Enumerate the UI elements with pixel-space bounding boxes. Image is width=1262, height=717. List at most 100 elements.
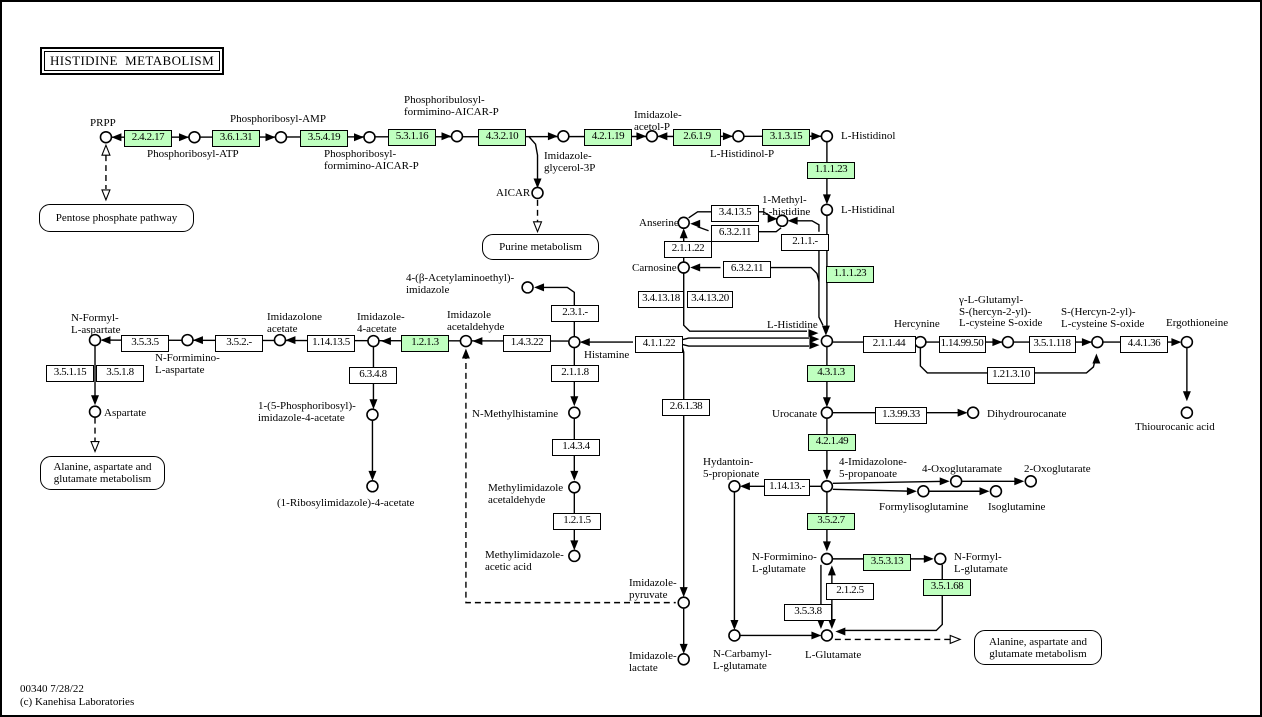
enzyme-box-1.1.1.23[interactable]: 1.1.1.23 bbox=[826, 265, 874, 283]
compound-l-histidinol[interactable] bbox=[820, 129, 834, 143]
compound-imidazole-acetaldehyde[interactable] bbox=[459, 334, 473, 348]
enzyme-box-3.6.1.31[interactable]: 3.6.1.31 bbox=[212, 129, 260, 147]
enzyme-box-6.3.4.8[interactable]: 6.3.4.8 bbox=[349, 366, 397, 384]
compound-label: Imidazole- pyruvate bbox=[629, 577, 677, 601]
enzyme-box-2.1.1.-[interactable]: 2.1.1.- bbox=[781, 233, 829, 251]
enzyme-box-1.14.13.5[interactable]: 1.14.13.5 bbox=[307, 334, 355, 352]
enzyme-box-4.3.2.10[interactable]: 4.3.2.10 bbox=[478, 128, 526, 146]
enzyme-box-2.3.1.-[interactable]: 2.3.1.- bbox=[551, 304, 599, 322]
enzyme-box-3.5.3.13[interactable]: 3.5.3.13 bbox=[863, 553, 911, 571]
enzyme-box-4.2.1.19[interactable]: 4.2.1.19 bbox=[584, 128, 632, 146]
compound-aicar[interactable] bbox=[531, 186, 544, 200]
enzyme-box-2.4.2.17[interactable]: 2.4.2.17 bbox=[124, 129, 172, 147]
compound-n-methylhistamine[interactable] bbox=[568, 406, 581, 419]
compound-n-carbamyl-l-glutamate[interactable] bbox=[728, 629, 741, 642]
arrowhead-icon bbox=[570, 470, 579, 481]
enzyme-box-2.1.2.5[interactable]: 2.1.2.5 bbox=[826, 582, 874, 600]
enzyme-box-1.2.1.3[interactable]: 1.2.1.3 bbox=[401, 334, 449, 352]
enzyme-box-3.4.13.5[interactable]: 3.4.13.5 bbox=[711, 204, 759, 222]
compound-n-formimino-l-aspartate[interactable] bbox=[181, 333, 194, 347]
compound-imidazole-glycerol-3p[interactable] bbox=[557, 129, 570, 143]
enzyme-box-3.5.3.5[interactable]: 3.5.3.5 bbox=[121, 334, 169, 352]
compound-1-5-phosphoribosyl-imidazole-4-acetate[interactable] bbox=[366, 408, 379, 421]
compound-l-histidinol-p[interactable] bbox=[732, 129, 745, 143]
compound-imidazolone-acetate[interactable] bbox=[273, 333, 287, 347]
compound-imidazole-4-acetate[interactable] bbox=[367, 334, 380, 348]
compound-phosphoribulosyl-formimino-aicar-p[interactable] bbox=[450, 129, 464, 143]
compound-1-ribosylimidazole-4-acetate[interactable] bbox=[366, 480, 379, 493]
enzyme-box-3.4.13.20[interactable]: 3.4.13.20 bbox=[687, 290, 733, 308]
compound-gamma-l-glutamyl-s-hercyn-2-yl-l-cysteine-s-oxide[interactable] bbox=[1001, 335, 1015, 349]
enzyme-box-4.2.1.49[interactable]: 4.2.1.49 bbox=[808, 433, 856, 451]
compound-l-histidine[interactable] bbox=[820, 334, 834, 348]
compound-phosphoribosyl-atp[interactable] bbox=[188, 130, 201, 144]
reaction-edge bbox=[680, 343, 810, 347]
compound-methylimidazole-acetaldehyde[interactable] bbox=[568, 481, 581, 494]
enzyme-box-1.3.99.33[interactable]: 1.3.99.33 bbox=[875, 406, 927, 424]
enzyme-box-4.1.1.22[interactable]: 4.1.1.22 bbox=[635, 335, 683, 353]
compound-thiourocanic-acid[interactable] bbox=[1180, 406, 1194, 419]
enzyme-box-3.5.3.8[interactable]: 3.5.3.8 bbox=[784, 603, 832, 621]
enzyme-box-6.3.2.11[interactable]: 6.3.2.11 bbox=[711, 224, 759, 242]
compound-urocanate[interactable] bbox=[820, 406, 834, 419]
compound-imidazole-pyruvate[interactable] bbox=[677, 596, 690, 609]
compound-2-oxoglutarate[interactable] bbox=[1024, 475, 1038, 488]
compound-1-methyl-l-histidine[interactable] bbox=[775, 214, 789, 228]
compound-formylisoglutamine[interactable] bbox=[917, 484, 930, 498]
compound-4-beta-acetylaminoethyl-imidazole[interactable] bbox=[521, 281, 534, 294]
pathway-link-alanine-aspartate-glutamate-metabolism-right[interactable]: Alanine, aspartate and glutamate metabol… bbox=[974, 630, 1102, 665]
enzyme-box-3.5.4.19[interactable]: 3.5.4.19 bbox=[300, 129, 348, 147]
enzyme-box-3.5.1.15[interactable]: 3.5.1.15 bbox=[46, 364, 94, 382]
enzyme-box-1.2.1.5[interactable]: 1.2.1.5 bbox=[553, 512, 601, 530]
compound-hercynine[interactable] bbox=[914, 335, 927, 349]
enzyme-box-6.3.2.11[interactable]: 6.3.2.11 bbox=[723, 260, 771, 278]
compound-anserine[interactable] bbox=[677, 216, 690, 230]
compound-prpp[interactable] bbox=[99, 130, 113, 144]
compound-s-hercyn-2-yl-l-cysteine-s-oxide[interactable] bbox=[1091, 335, 1104, 349]
enzyme-box-3.4.13.18[interactable]: 3.4.13.18 bbox=[638, 290, 684, 308]
compound-histamine[interactable] bbox=[568, 335, 581, 349]
compound-l-glutamate[interactable] bbox=[820, 629, 834, 642]
pathway-link-alanine-aspartate-glutamate-metabolism-left[interactable]: Alanine, aspartate and glutamate metabol… bbox=[40, 456, 165, 490]
enzyme-box-1.21.3.10[interactable]: 1.21.3.10 bbox=[987, 366, 1035, 384]
compound-l-histidinal[interactable] bbox=[820, 203, 834, 217]
enzyme-box-3.5.1.8[interactable]: 3.5.1.8 bbox=[96, 364, 144, 382]
enzyme-box-4.3.1.3[interactable]: 4.3.1.3 bbox=[807, 364, 855, 382]
enzyme-box-1.14.13.-[interactable]: 1.14.13.- bbox=[764, 478, 810, 496]
enzyme-box-2.1.1.44[interactable]: 2.1.1.44 bbox=[862, 335, 916, 353]
pathway-link-pentose-phosphate-pathway[interactable]: Pentose phosphate pathway bbox=[39, 204, 194, 232]
compound-aspartate[interactable] bbox=[88, 405, 102, 418]
enzyme-box-3.5.2.7[interactable]: 3.5.2.7 bbox=[807, 512, 855, 530]
enzyme-box-3.5.1.68[interactable]: 3.5.1.68 bbox=[923, 578, 971, 596]
enzyme-box-1.14.99.50[interactable]: 1.14.99.50 bbox=[938, 335, 986, 353]
enzyme-box-2.1.1.8[interactable]: 2.1.1.8 bbox=[551, 364, 599, 382]
compound-carnosine[interactable] bbox=[677, 261, 690, 274]
compound-4-oxoglutaramate[interactable] bbox=[949, 475, 963, 488]
compound-methylimidazole-acetic-acid[interactable] bbox=[568, 549, 581, 563]
compound-dihydrourocanate[interactable] bbox=[966, 406, 980, 419]
compound-imidazole-acetol-p[interactable] bbox=[645, 129, 659, 143]
enzyme-box-3.5.1.118[interactable]: 3.5.1.118 bbox=[1028, 335, 1076, 353]
enzyme-box-1.4.3.4[interactable]: 1.4.3.4 bbox=[552, 438, 600, 456]
enzyme-box-2.6.1.38[interactable]: 2.6.1.38 bbox=[662, 398, 710, 416]
enzyme-box-3.1.3.15[interactable]: 3.1.3.15 bbox=[762, 128, 810, 146]
enzyme-box-4.4.1.36[interactable]: 4.4.1.36 bbox=[1120, 335, 1168, 353]
compound-hydantoin-5-propionate[interactable] bbox=[728, 480, 741, 493]
enzyme-box-1.1.1.23[interactable]: 1.1.1.23 bbox=[807, 161, 855, 179]
compound-phosphoribosyl-formimino-aicar-p[interactable] bbox=[363, 130, 376, 144]
compound-4-imidazolone-5-propanoate[interactable] bbox=[820, 480, 834, 493]
pathway-link-purine-metabolism[interactable]: Purine metabolism bbox=[482, 234, 599, 260]
compound-n-formimino-l-glutamate[interactable] bbox=[820, 552, 834, 566]
compound-isoglutamine[interactable] bbox=[989, 484, 1003, 498]
enzyme-box-5.3.1.16[interactable]: 5.3.1.16 bbox=[388, 128, 436, 146]
enzyme-box-2.1.1.22[interactable]: 2.1.1.22 bbox=[664, 240, 712, 258]
compound-phosphoribosyl-amp[interactable] bbox=[274, 130, 288, 144]
compound-n-formyl-l-glutamate[interactable] bbox=[934, 552, 947, 566]
enzyme-box-1.4.3.22[interactable]: 1.4.3.22 bbox=[503, 334, 551, 352]
compound-ergothioneine[interactable] bbox=[1180, 335, 1194, 349]
enzyme-box-2.6.1.9[interactable]: 2.6.1.9 bbox=[673, 128, 721, 146]
enzyme-box-3.5.2.-[interactable]: 3.5.2.- bbox=[215, 334, 263, 352]
compound-label: Imidazole acetaldehyde bbox=[447, 309, 505, 333]
compound-n-formyl-l-aspartate[interactable] bbox=[88, 333, 102, 347]
compound-imidazole-lactate[interactable] bbox=[677, 653, 690, 666]
